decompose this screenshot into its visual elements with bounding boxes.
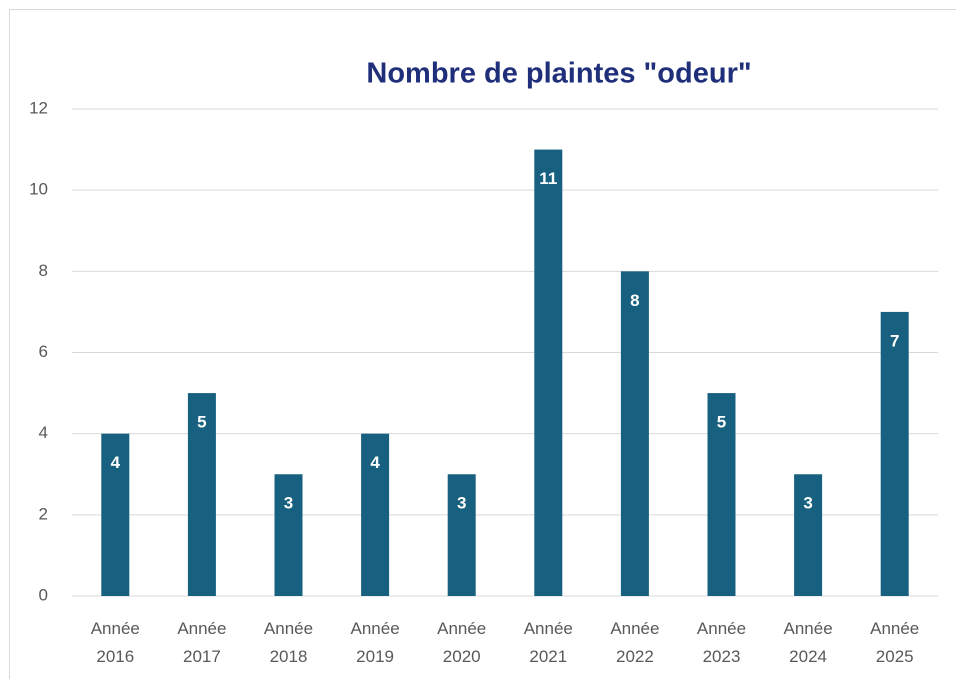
data-label: 8	[630, 291, 639, 310]
x-tick-label: Année 2020	[437, 619, 486, 666]
x-tick-label: Année 2017	[177, 619, 226, 666]
data-label: 5	[197, 413, 206, 432]
y-tick-label: 8	[39, 261, 48, 280]
data-label: 4	[111, 453, 121, 472]
bar	[534, 149, 563, 597]
bar	[361, 433, 390, 596]
data-label: 5	[717, 413, 726, 432]
y-tick-label: 0	[39, 585, 48, 604]
x-tick-label: Année 2022	[610, 619, 659, 666]
bar	[620, 271, 649, 596]
bar	[707, 393, 736, 596]
y-tick-label: 4	[39, 423, 48, 442]
x-tick-label: Année 2021	[524, 619, 573, 666]
data-label: 4	[370, 453, 380, 472]
y-tick-label: 2	[39, 504, 48, 523]
bar	[880, 311, 909, 596]
y-tick-label: 12	[29, 98, 48, 117]
bar	[794, 474, 823, 596]
bar	[187, 393, 216, 596]
x-tick-label: Année 2018	[264, 619, 313, 666]
bar	[447, 474, 476, 596]
bar	[101, 433, 130, 596]
x-tick-label: Année 2016	[91, 619, 140, 666]
data-label: 7	[890, 331, 899, 350]
y-tick-label: 6	[39, 342, 48, 361]
x-tick-label: Année 2025	[870, 619, 919, 666]
x-tick-label: Année 2019	[351, 619, 400, 666]
data-label: 3	[457, 494, 466, 513]
data-label: 3	[284, 494, 293, 513]
data-label: 3	[803, 494, 812, 513]
x-tick-label: Année 2023	[697, 619, 746, 666]
data-label: 11	[539, 169, 557, 188]
y-tick-label: 10	[29, 180, 48, 199]
chart-title: Nombre de plaintes "odeur"	[366, 58, 751, 90]
bar	[274, 474, 303, 596]
x-tick-label: Année 2024	[784, 619, 833, 666]
